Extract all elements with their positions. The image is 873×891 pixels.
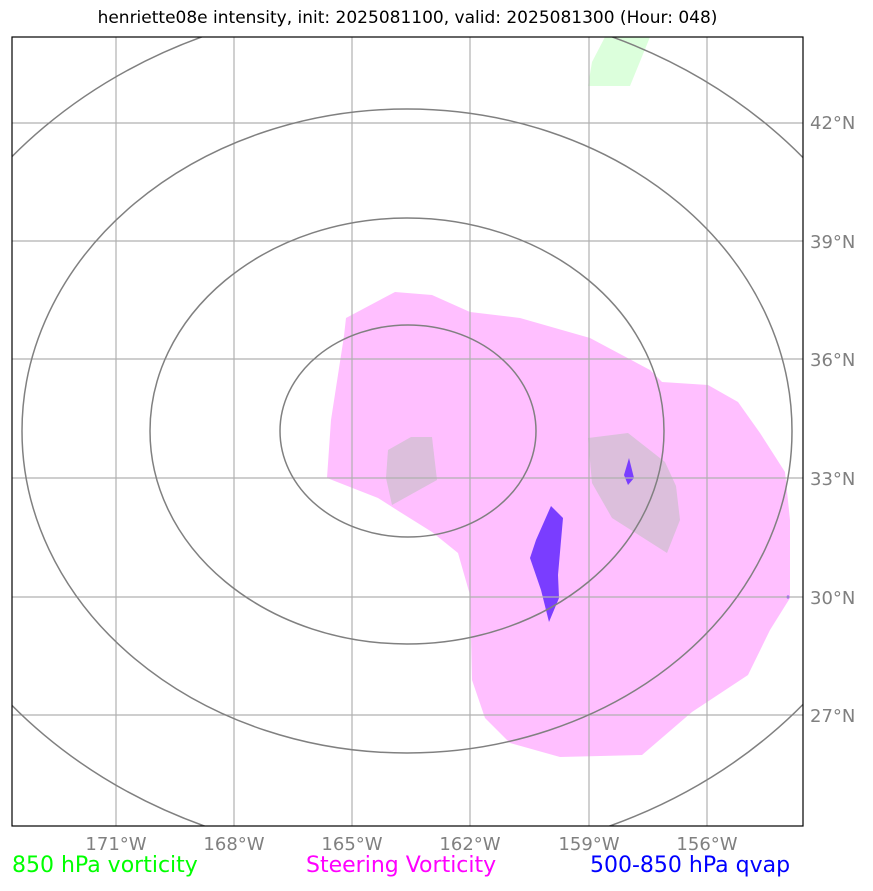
qvap-area-south bbox=[530, 506, 563, 622]
lon-tick-label: 159°W bbox=[558, 834, 619, 855]
legend-steering-vorticity: Steering Vorticity bbox=[306, 853, 497, 878]
overlap-area-west bbox=[386, 437, 437, 505]
lat-tick-label: 27°N bbox=[810, 706, 855, 727]
lat-tick-label: 30°N bbox=[810, 588, 855, 609]
lat-tick-label: 36°N bbox=[810, 350, 855, 371]
map-plot-area bbox=[12, 37, 803, 826]
overlap-area-east bbox=[588, 433, 680, 553]
lat-tick-label: 42°N bbox=[810, 113, 855, 134]
map-title: henriette08e intensity, init: 2025081100… bbox=[97, 8, 718, 28]
graticule bbox=[12, 37, 803, 826]
lat-tick-label: 33°N bbox=[810, 469, 855, 490]
contour-ring bbox=[149, 217, 665, 645]
lon-tick-label: 171°W bbox=[85, 834, 146, 855]
legend-qvap: 500-850 hPa qvap bbox=[590, 853, 791, 878]
vorticity-850-area bbox=[588, 37, 650, 86]
lon-tick-label: 156°W bbox=[676, 834, 737, 855]
lon-tick-label: 168°W bbox=[203, 834, 264, 855]
map-frame bbox=[11, 36, 804, 827]
lat-tick-label: 39°N bbox=[810, 232, 855, 253]
lon-tick-label: 165°W bbox=[321, 834, 382, 855]
legend-vorticity-850: 850 hPa vorticity bbox=[12, 853, 198, 878]
lon-tick-label: 162°W bbox=[439, 834, 500, 855]
contour-rings bbox=[12, 37, 803, 826]
contour-ring bbox=[279, 324, 537, 538]
contour-ring bbox=[21, 108, 793, 754]
